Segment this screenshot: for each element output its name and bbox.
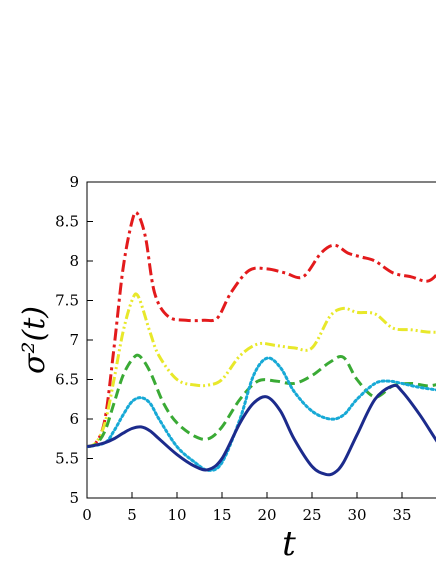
- plot-frame: [86, 181, 436, 499]
- x-tick-label: 10: [167, 506, 186, 524]
- x-axis-title: t: [282, 524, 296, 564]
- x-tick-label: 20: [257, 506, 276, 524]
- axis-ticks: 051015202530354055.566.577.588.59: [55, 173, 411, 524]
- x-tick-label: 15: [212, 506, 231, 524]
- y-tick-label: 5: [69, 489, 79, 507]
- series-line-4: [87, 356, 436, 472]
- y-tick-label: 5.5: [55, 450, 79, 468]
- series-line-5: [87, 383, 436, 477]
- y-tick-label: 6.5: [55, 371, 79, 389]
- x-tick-label: 35: [392, 506, 411, 524]
- series-group: [87, 210, 436, 477]
- y-axis-title: σ²(t): [17, 306, 52, 374]
- x-tick-label: 25: [302, 506, 321, 524]
- series-line-3: [87, 353, 436, 449]
- y-tick-label: 8.5: [55, 213, 79, 231]
- x-tick-label: 5: [127, 506, 137, 524]
- series-line-2: [87, 292, 436, 449]
- y-tick-label: 7: [69, 331, 79, 349]
- y-tick-label: 9: [69, 173, 79, 191]
- y-tick-label: 8: [69, 252, 79, 270]
- y-tick-label: 7.5: [55, 292, 79, 310]
- x-tick-label: 30: [347, 506, 366, 524]
- y-tick-label: 6: [69, 410, 79, 428]
- x-tick-label: 0: [82, 506, 92, 524]
- series-line-1: [87, 210, 436, 449]
